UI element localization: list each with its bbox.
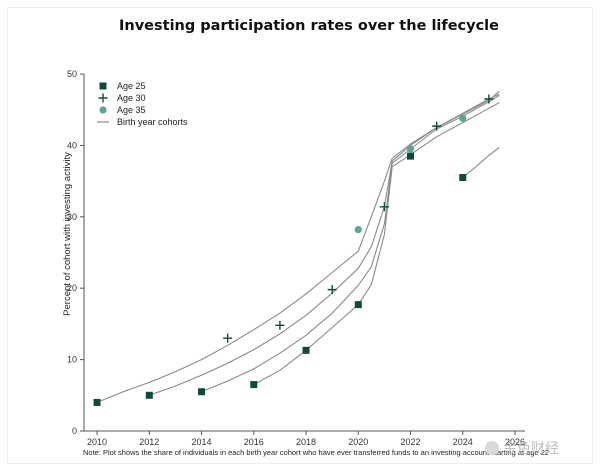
age-25-point	[459, 174, 467, 182]
age-30-point	[223, 333, 233, 343]
cohort-line	[253, 102, 500, 386]
cohort-line	[201, 94, 500, 393]
y-tick-label: 0	[72, 426, 77, 436]
watermark-logo-icon	[485, 441, 499, 455]
cohort-lines	[96, 90, 500, 403]
x-tick-label: 2018	[296, 437, 316, 447]
legend-label-age-30: Age 30	[117, 93, 146, 103]
legend-label-age-25: Age 25	[117, 81, 146, 91]
legend: Age 25 Age 30 Age 35 Birth year cohorts	[97, 81, 188, 127]
x-tick-label: 2012	[139, 437, 159, 447]
y-tick-label: 50	[67, 69, 77, 79]
cohort-line	[149, 90, 500, 396]
x-tick-label: 2020	[348, 437, 368, 447]
age-30-point	[379, 202, 389, 212]
chart-note: Note: Plot shows the share of individual…	[83, 448, 549, 457]
chart-title: Investing participation rates over the l…	[119, 18, 499, 34]
y-tick-label: 10	[67, 355, 77, 365]
x-tick-label: 2024	[453, 437, 473, 447]
age-25-point	[302, 346, 310, 354]
legend-marker-age-35	[99, 106, 107, 114]
legend-marker-age-30	[98, 93, 108, 103]
age-30-point	[484, 94, 494, 104]
age-35-point	[406, 145, 415, 153]
legend-label-birth-year-cohorts: Birth year cohorts	[117, 117, 188, 127]
age-25-point	[354, 301, 362, 309]
legend-label-age-35: Age 35	[117, 105, 146, 115]
x-tick-label: 2010	[87, 437, 107, 447]
age-35-point	[459, 114, 467, 122]
age-25-point	[198, 388, 206, 396]
x-tick-label: 2026	[505, 437, 525, 447]
watermark-text: 金色财经	[503, 440, 559, 457]
age-30-point	[275, 320, 285, 330]
cohort-line	[462, 147, 500, 178]
axes: 0 10 20 30 40 50 2010 2012 2014 2016 2018 2020 2022 2…	[67, 69, 525, 447]
legend-marker-age-25	[99, 82, 107, 90]
age-25-point	[250, 381, 258, 389]
age-35-point	[354, 226, 362, 234]
age-25-point	[407, 152, 415, 160]
y-tick-label: 20	[67, 283, 77, 293]
data-markers	[93, 94, 494, 406]
x-tick-label: 2014	[192, 437, 212, 447]
x-tick-label: 2016	[244, 437, 264, 447]
age-30-point	[432, 121, 442, 131]
y-tick-label: 30	[67, 212, 77, 222]
x-tick-label: 2022	[400, 437, 420, 447]
watermark: 金色财经	[485, 440, 559, 457]
age-25-point	[145, 391, 153, 399]
age-30-point	[327, 285, 337, 295]
y-tick-label: 40	[67, 140, 77, 150]
age-25-point	[93, 398, 101, 406]
y-axis-label: Percent of cohort with investing activit…	[62, 152, 73, 316]
